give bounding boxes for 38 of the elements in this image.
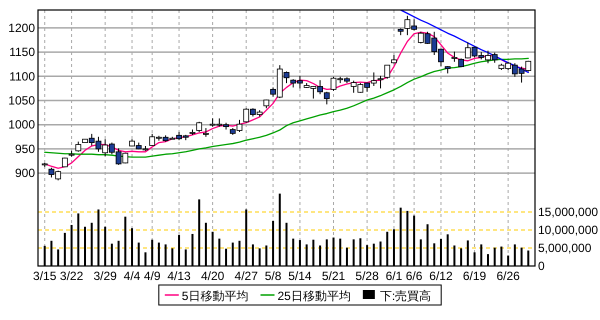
- y-tick-label: 950: [14, 142, 36, 156]
- x-tick-label: 3/15: [33, 269, 57, 283]
- y-tick-label: 1000: [8, 118, 36, 132]
- candlestick: [196, 121, 202, 132]
- x-tick-label: 4/4: [124, 269, 141, 283]
- y2-tick-label: 10,000,000: [538, 222, 598, 237]
- candlestick: [75, 141, 82, 152]
- x-tick-label: 3/29: [93, 269, 118, 283]
- x-tick-label: 6/12: [429, 269, 453, 283]
- y-tick-label: 1050: [8, 93, 36, 108]
- x-tick-label: 6/26: [496, 269, 520, 283]
- legend-label: 下:売買高: [380, 289, 432, 303]
- legend-label: 5日移動平均: [182, 289, 248, 303]
- x-tick-label: 5/14: [288, 269, 312, 283]
- x-tick-label: 5/28: [355, 269, 380, 283]
- y2-tick-label: 15,000,000: [538, 204, 598, 219]
- y-tick-label: 900: [14, 166, 36, 180]
- x-tick-label: 4/27: [234, 269, 258, 283]
- x-tick-label: 6/19: [462, 269, 487, 283]
- candlestick: [324, 91, 330, 105]
- candlestick: [384, 64, 390, 80]
- x-tick-label: 4/13: [167, 269, 192, 283]
- x-tick-label: 5/21: [322, 269, 346, 283]
- x-tick-label: 4/20: [200, 269, 225, 283]
- candlestick: [378, 75, 384, 89]
- legend-label: 25日移動平均: [277, 289, 351, 303]
- y-tick-label: 1100: [9, 69, 36, 84]
- y-tick-label: 1150: [9, 45, 36, 60]
- candlestick: [62, 157, 68, 168]
- x-tick-label: 5/8: [264, 269, 282, 283]
- x-tick-label: 4/9: [144, 269, 161, 283]
- y2-tick-label: 5,000,000: [538, 240, 592, 255]
- x-tick-label: 6/1: [386, 269, 403, 283]
- x-tick-label: 3/22: [60, 269, 84, 283]
- y-tick-label: 1200: [8, 20, 36, 35]
- y2-tick-label: 0: [538, 259, 545, 273]
- x-tick-label: 6/6: [406, 269, 423, 283]
- candlestick: [452, 51, 458, 62]
